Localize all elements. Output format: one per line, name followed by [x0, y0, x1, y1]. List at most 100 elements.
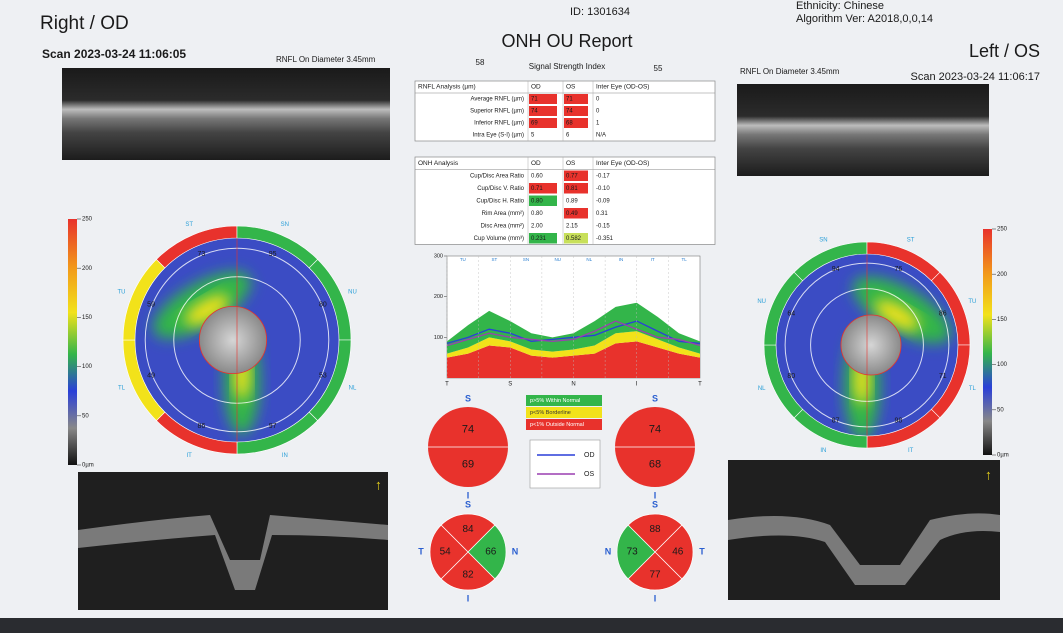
quadrant-label: I — [467, 593, 470, 603]
os-value: 0.77 — [566, 173, 578, 179]
arrow-od: ↑ — [375, 477, 382, 493]
sector-value: 94 — [832, 266, 840, 273]
table-header: ONH Analysis — [418, 160, 459, 167]
legend-label: p<5% Borderline — [530, 410, 571, 416]
oct-scan-os — [737, 84, 989, 176]
inter-value: 0 — [596, 109, 600, 115]
cell-status — [529, 118, 557, 128]
table-header: OD — [531, 84, 541, 91]
quadrant-value: 66 — [485, 547, 497, 558]
od-value: 0.231 — [531, 236, 547, 242]
disc-scan-od-tissue — [78, 515, 388, 590]
row-label: Cup/Disc V. Ratio — [477, 186, 524, 192]
inter-value: -0.17 — [596, 173, 610, 179]
quadrant — [429, 524, 469, 580]
inter-value: 0.31 — [596, 211, 608, 217]
scale-label: 200 — [997, 272, 1008, 278]
scale-label: 50 — [997, 407, 1004, 413]
sector-value: 64 — [787, 310, 795, 317]
oct-scan-od — [62, 68, 390, 160]
sector-label: NL — [586, 257, 592, 262]
inter-value: -0.10 — [596, 186, 610, 192]
cell-status — [529, 94, 557, 104]
os-value: 6 — [566, 133, 570, 139]
legend-swatch — [526, 395, 602, 406]
x-tick-label: I — [636, 382, 638, 388]
legend-label: p<1% Outside Normal — [530, 422, 584, 428]
quadrant-value: 82 — [462, 569, 474, 580]
cell-status — [564, 233, 588, 244]
row-label: Cup/Disc H. Ratio — [476, 198, 524, 204]
sector-value: 71 — [939, 373, 947, 380]
sector-name: ST — [185, 222, 193, 228]
rnfl-right: RNFL On Diameter 3.45mm — [276, 55, 376, 64]
quadrant-label: S — [652, 499, 658, 509]
sector-name: IT — [186, 453, 192, 459]
cell-status — [529, 183, 557, 194]
os-value: 0.89 — [566, 198, 578, 204]
sector-value: 86 — [939, 310, 947, 317]
y-tick-label: 200 — [434, 294, 443, 300]
os-value: 0.582 — [566, 236, 582, 242]
od-value: 69 — [531, 121, 538, 127]
od-value: 0.60 — [531, 173, 543, 179]
quadrant — [627, 551, 683, 591]
quadrant — [467, 524, 507, 580]
scale-label: 250 — [997, 227, 1008, 233]
hemi-bottom — [428, 447, 508, 487]
quadrant-label: N — [605, 546, 612, 556]
inter-value: -0.351 — [596, 236, 614, 242]
quadrant-label: I — [654, 593, 657, 603]
quadrant — [627, 513, 683, 553]
table-header: Inter Eye (OD-OS) — [596, 84, 649, 91]
sector-name: NU — [757, 299, 766, 305]
inter-value: N/A — [596, 133, 606, 139]
quadrant-value: 84 — [462, 524, 474, 535]
sector-value: 98 — [894, 418, 902, 425]
od-value: 5 — [531, 133, 535, 139]
quadrant-label: T — [418, 546, 424, 556]
cell-status — [529, 195, 557, 206]
od-value: 71 — [531, 97, 538, 103]
sector-label: ST — [492, 257, 498, 262]
sector-value: 80 — [787, 373, 795, 380]
sector — [866, 241, 941, 282]
quadrant-value: 46 — [672, 547, 684, 558]
quadrant-label: T — [699, 546, 705, 556]
quadrant-label: S — [465, 499, 471, 509]
quadrant — [654, 524, 694, 580]
sector-value: 49 — [147, 372, 155, 379]
os-value: 0.49 — [566, 211, 578, 217]
hemi-label: S — [465, 393, 471, 403]
row-label: Cup/Disc Area Ratio — [470, 173, 525, 179]
scale-label: 100 — [82, 364, 93, 370]
algorithm: Algorithm Ver: A2018,0,0,14 — [796, 13, 933, 25]
sector-name: TL — [118, 385, 126, 391]
legend-line-label: OD — [584, 452, 595, 459]
od-value: 2.00 — [531, 223, 543, 229]
signal-od: 58 — [476, 58, 485, 67]
scale-label: 50 — [82, 413, 89, 419]
map-band — [184, 294, 230, 326]
inter-value: -0.09 — [596, 198, 610, 204]
cell-status — [564, 183, 588, 194]
sector — [236, 225, 319, 269]
os-value: 0.81 — [566, 186, 578, 192]
sector-value: 59 — [147, 301, 155, 308]
sector-label: IN — [619, 257, 624, 262]
od-value: 0.80 — [531, 211, 543, 217]
hemi-value: 74 — [462, 424, 474, 436]
table-frame — [414, 156, 716, 245]
os-value: 2.15 — [566, 223, 578, 229]
row-label: Disc Area (mm²) — [481, 223, 524, 229]
quadrant-label: N — [512, 546, 519, 556]
sector-value: 95 — [269, 251, 277, 258]
color-scale — [983, 229, 992, 455]
sector-name: IN — [282, 453, 288, 459]
hemi-label: I — [467, 490, 470, 500]
row-label: Intra Eye (S-I) (µm) — [473, 133, 524, 139]
quadrant — [616, 524, 656, 580]
row-label: Superior RNFL (µm) — [470, 109, 524, 115]
cell-status — [529, 106, 557, 116]
scan-right: Scan 2023-03-24 11:06:05 — [42, 47, 186, 61]
